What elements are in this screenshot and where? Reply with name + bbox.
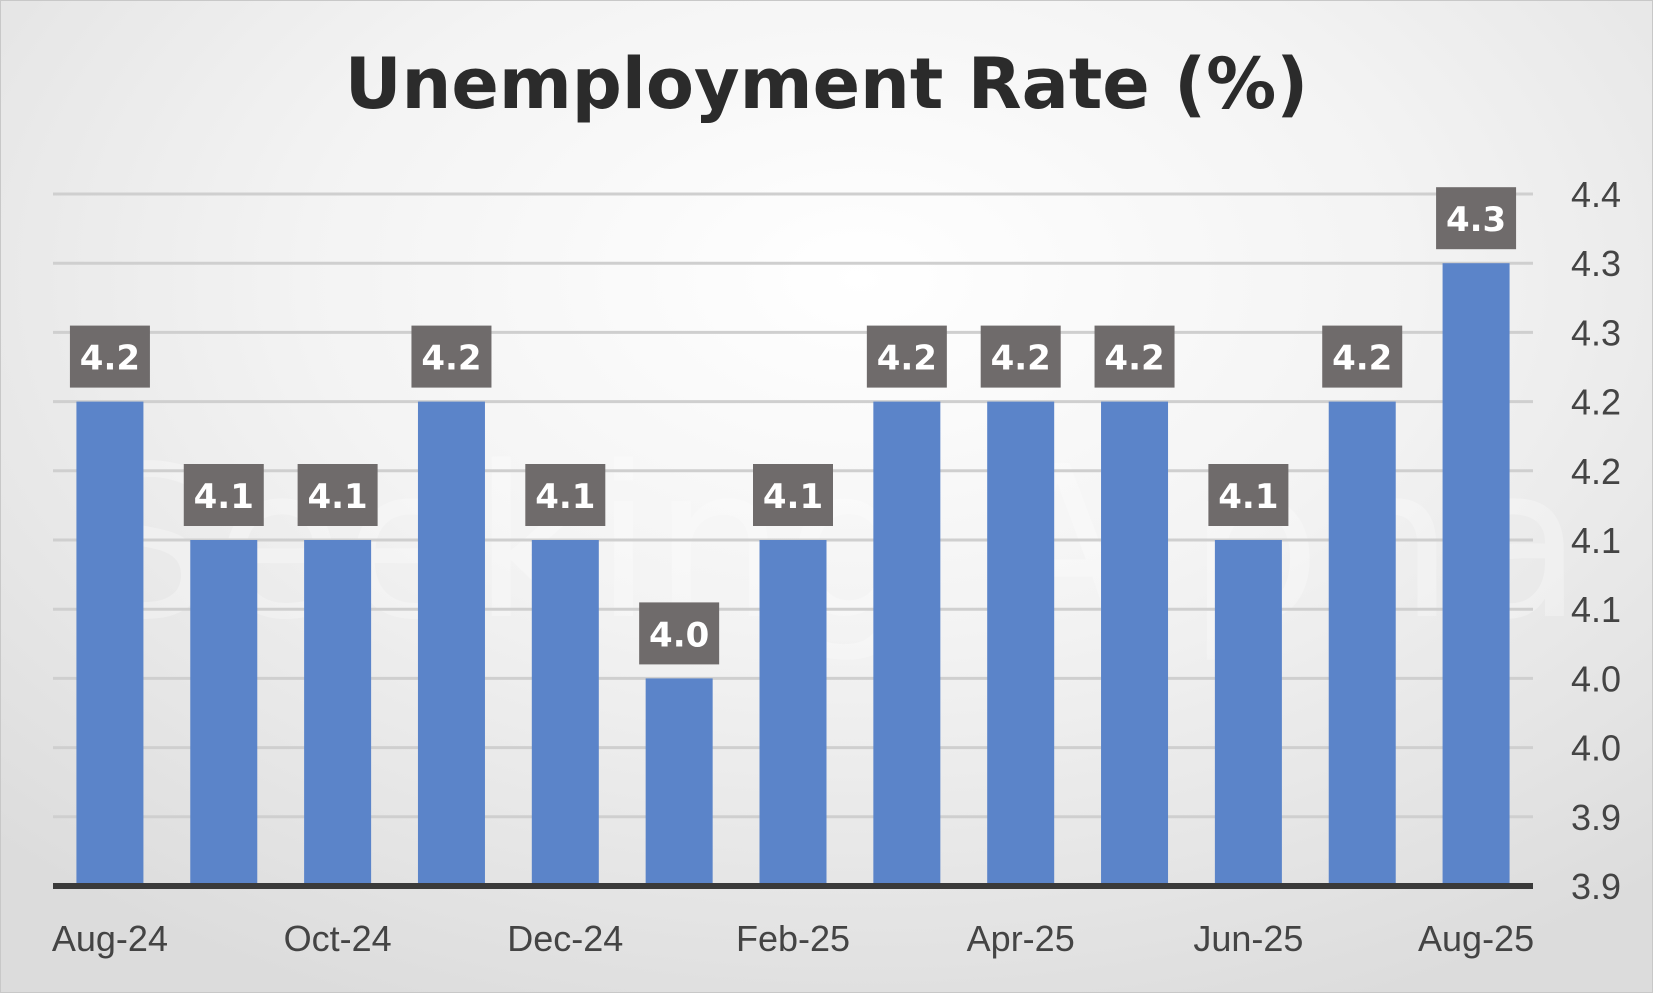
- bar: [76, 401, 144, 886]
- data-label: 4.2: [1104, 339, 1164, 379]
- data-labels: 4.2 4.1 4.1 4.2 4.1 4.0 4.1 4.2 4.2 4.2 4.1 4.2 4.3: [69, 187, 1517, 665]
- y-tick-label: 3.9: [1571, 797, 1621, 838]
- x-tick-label: Aug-24: [52, 918, 168, 959]
- data-label: 4.0: [649, 615, 709, 655]
- data-label-box: [525, 464, 606, 526]
- data-label-box: [980, 325, 1061, 388]
- bar: [190, 540, 258, 886]
- data-label: 4.1: [307, 477, 367, 517]
- axes: 3.9 3.9 4.0 4.0 4.1 4.1 4.2 4.2 4.3 4.3 4.4 Aug-24 O…: [52, 174, 1621, 959]
- y-tick-label: 4.1: [1571, 589, 1621, 630]
- data-label-box: [1094, 325, 1175, 388]
- data-label-box: [753, 464, 833, 526]
- data-label: 4.1: [535, 477, 595, 517]
- bar: [759, 540, 827, 886]
- x-tick-label: Feb-25: [736, 918, 850, 959]
- y-tick-label: 3.9: [1571, 866, 1621, 907]
- bar: [1442, 263, 1510, 886]
- x-tick-label: Dec-24: [507, 918, 623, 959]
- bar: [417, 401, 485, 886]
- bar: [1214, 540, 1282, 886]
- data-label: 4.1: [194, 477, 254, 517]
- y-tick-label: 4.2: [1571, 451, 1621, 492]
- bar: [873, 401, 941, 886]
- data-label-box: [183, 464, 264, 526]
- x-tick-label: Oct-24: [284, 918, 392, 959]
- x-tick-label: Jun-25: [1193, 918, 1303, 959]
- data-label-box: [1436, 187, 1517, 250]
- bar: [1101, 401, 1169, 886]
- y-tick-label: 4.2: [1571, 382, 1621, 423]
- data-label-box: [1322, 325, 1403, 388]
- data-label: 4.2: [991, 339, 1051, 379]
- data-label: 4.2: [1332, 339, 1392, 379]
- data-label: 4.1: [763, 477, 823, 517]
- y-tick-label: 4.4: [1571, 174, 1621, 215]
- y-tick-label: 4.0: [1571, 658, 1621, 699]
- bar: [987, 401, 1055, 886]
- data-label-box: [297, 464, 378, 526]
- data-label: 4.3: [1446, 200, 1506, 240]
- bar: [304, 540, 372, 886]
- data-label-box: [1208, 464, 1289, 526]
- bar: [531, 540, 599, 886]
- data-label: 4.2: [80, 339, 140, 379]
- y-tick-label: 4.3: [1571, 312, 1621, 353]
- data-label: 4.2: [877, 339, 937, 379]
- bar: [645, 678, 713, 886]
- y-tick-label: 4.1: [1571, 520, 1621, 561]
- y-tick-label: 4.3: [1571, 243, 1621, 284]
- data-label-box: [69, 325, 150, 388]
- x-tick-label: Apr-25: [967, 918, 1075, 959]
- data-label: 4.1: [1218, 477, 1278, 517]
- data-label-box: [866, 325, 947, 388]
- data-label: 4.2: [421, 339, 481, 379]
- chart-title: Unemployment Rate (%): [344, 43, 1309, 125]
- data-label-box: [639, 602, 720, 665]
- y-tick-label: 4.0: [1571, 728, 1621, 769]
- bars: [76, 263, 1510, 886]
- x-tick-label: Aug-25: [1418, 918, 1534, 959]
- data-label-box: [411, 325, 492, 388]
- bar: [1328, 401, 1396, 886]
